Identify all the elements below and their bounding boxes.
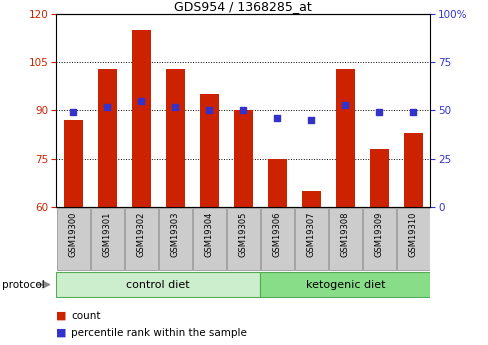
- Point: [205, 108, 213, 113]
- Bar: [267, 159, 286, 207]
- Bar: [260, 272, 429, 297]
- Text: GSM19306: GSM19306: [272, 211, 281, 257]
- Text: GSM19302: GSM19302: [137, 211, 145, 257]
- Bar: [335, 69, 354, 207]
- Text: GSM19301: GSM19301: [102, 211, 112, 257]
- Text: GSM19304: GSM19304: [204, 211, 213, 257]
- Bar: [132, 30, 150, 207]
- Bar: [226, 208, 260, 269]
- Bar: [396, 208, 429, 269]
- Point: [171, 104, 179, 109]
- Bar: [64, 120, 82, 207]
- Point: [375, 110, 383, 115]
- Text: control diet: control diet: [126, 280, 190, 289]
- Point: [341, 102, 348, 107]
- Bar: [90, 208, 123, 269]
- Bar: [192, 208, 225, 269]
- Point: [137, 98, 145, 104]
- Text: ■: ■: [56, 311, 66, 321]
- Bar: [260, 208, 293, 269]
- Text: GSM19300: GSM19300: [69, 211, 78, 257]
- Text: GSM19310: GSM19310: [408, 211, 417, 257]
- Text: GSM19309: GSM19309: [374, 211, 383, 257]
- Point: [103, 104, 111, 109]
- Text: ■: ■: [56, 328, 66, 338]
- Bar: [362, 208, 395, 269]
- Bar: [294, 208, 327, 269]
- Bar: [56, 272, 260, 297]
- Bar: [124, 208, 158, 269]
- Point: [408, 110, 416, 115]
- Text: GSM19307: GSM19307: [306, 211, 315, 257]
- Text: GSM19305: GSM19305: [238, 211, 247, 257]
- Point: [239, 108, 246, 113]
- Point: [273, 115, 281, 121]
- Title: GDS954 / 1368285_at: GDS954 / 1368285_at: [174, 0, 311, 13]
- Bar: [328, 208, 361, 269]
- Bar: [57, 208, 90, 269]
- Bar: [200, 94, 218, 207]
- Bar: [98, 69, 116, 207]
- Text: count: count: [71, 311, 100, 321]
- Point: [307, 117, 315, 123]
- Text: GSM19303: GSM19303: [170, 211, 180, 257]
- Bar: [165, 69, 184, 207]
- Bar: [403, 133, 422, 207]
- Bar: [233, 110, 252, 207]
- Text: percentile rank within the sample: percentile rank within the sample: [71, 328, 246, 338]
- Bar: [158, 208, 191, 269]
- Bar: [369, 149, 388, 207]
- Text: protocol: protocol: [2, 280, 45, 289]
- Text: GSM19308: GSM19308: [340, 211, 349, 257]
- Text: ketogenic diet: ketogenic diet: [305, 280, 384, 289]
- Point: [69, 110, 77, 115]
- Bar: [301, 191, 320, 207]
